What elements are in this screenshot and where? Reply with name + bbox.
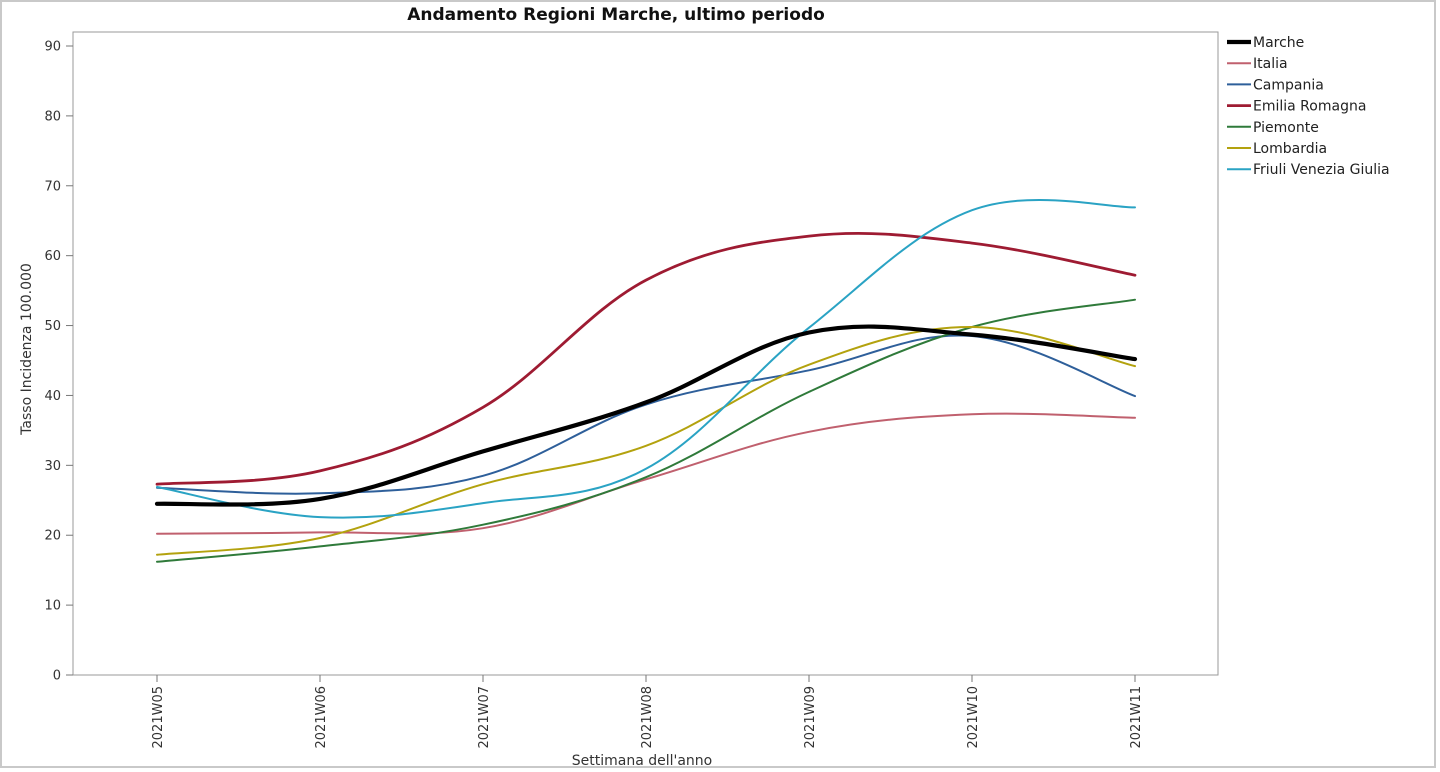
y-tick-label: 60 xyxy=(44,249,61,264)
x-tick-label: 2021W10 xyxy=(966,686,981,748)
x-tick-label: 2021W06 xyxy=(314,686,329,748)
legend: Marche Italia Campania Emilia Romagna Piemon… xyxy=(1227,35,1390,178)
y-tick-label: 30 xyxy=(44,459,61,474)
plot-area xyxy=(72,31,1219,676)
y-axis-title: Tasso Incidenza 100.000 xyxy=(19,263,35,436)
legend-label: Lombardia xyxy=(1253,141,1327,157)
legend-label: Friuli Venezia Giulia xyxy=(1253,162,1390,178)
y-tick-label: 10 xyxy=(44,599,61,614)
y-tick-label: 50 xyxy=(44,319,61,334)
series-line-friuli-venezia-giulia xyxy=(156,198,1136,519)
series-line-italia xyxy=(156,412,1136,535)
x-axis-title: Settimana dell'anno xyxy=(572,753,713,769)
legend-label: Emilia Romagna xyxy=(1253,99,1366,115)
legend-label: Italia xyxy=(1253,56,1288,72)
series-layer xyxy=(154,198,1138,563)
x-tick-label: 2021W07 xyxy=(477,686,492,748)
series-line-emilia-romagna xyxy=(155,231,1137,486)
x-tick-label: 2021W11 xyxy=(1129,686,1144,748)
y-tick-label: 70 xyxy=(44,179,61,194)
y-tick-label: 80 xyxy=(44,109,61,124)
x-tick-label: 2021W09 xyxy=(803,686,818,748)
legend-label: Marche xyxy=(1253,35,1304,51)
legend-label: Campania xyxy=(1253,77,1324,93)
y-tick-label: 90 xyxy=(44,40,61,55)
chart-title: Andamento Regioni Marche, ultimo periodo xyxy=(407,5,825,25)
x-tick-label: 2021W05 xyxy=(151,686,166,748)
legend-label: Piemonte xyxy=(1253,120,1319,136)
series-line-marche xyxy=(154,324,1138,507)
y-tick-label: 20 xyxy=(44,529,61,544)
y-tick-label: 0 xyxy=(53,669,61,684)
series-line-lombardia xyxy=(156,325,1136,556)
x-axis: 2021W05 2021W06 2021W07 2021W08 2021W09 2021W… xyxy=(151,675,1144,748)
x-tick-label: 2021W08 xyxy=(640,686,655,748)
y-axis: 0 10 20 30 40 50 60 70 80 90 xyxy=(44,40,73,684)
y-tick-label: 40 xyxy=(44,389,61,404)
